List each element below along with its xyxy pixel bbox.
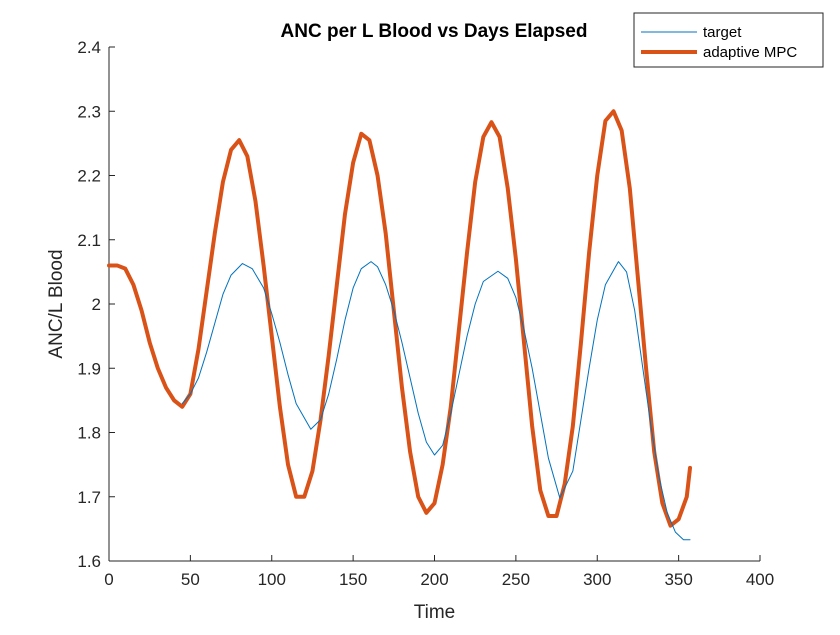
y-axis-label: ANC/L Blood (46, 249, 67, 358)
chart-title: ANC per L Blood vs Days Elapsed (281, 21, 588, 42)
x-tick-label: 100 (258, 570, 286, 589)
x-tick-label: 200 (420, 570, 448, 589)
x-tick-label: 400 (746, 570, 774, 589)
y-tick-label: 1.7 (77, 488, 101, 507)
x-axis-label: Time (414, 602, 456, 623)
legend: target adaptive MPC (633, 12, 824, 68)
x-tick-label: 50 (181, 570, 200, 589)
y-tick-label: 2.3 (77, 102, 101, 121)
x-tick-label: 250 (502, 570, 530, 589)
x-tick-label: 350 (664, 570, 692, 589)
y-tick-label: 2.1 (77, 231, 101, 250)
y-ticks: 1.6 1.7 1.8 1.9 2 2.1 2.2 2.3 2.4 (77, 38, 115, 571)
series-line-adaptive-mpc (107, 109, 693, 528)
y-tick-label: 1.8 (77, 424, 101, 443)
y-tick-label: 2.4 (77, 38, 101, 57)
x-tick-label: 300 (583, 570, 611, 589)
x-tick-label: 150 (339, 570, 367, 589)
y-tick-label: 2 (92, 295, 101, 314)
legend-label-adaptive-mpc: adaptive MPC (703, 44, 797, 61)
x-tick-label: 0 (104, 570, 113, 589)
y-tick-label: 1.6 (77, 552, 101, 571)
legend-label-target: target (703, 24, 742, 41)
y-tick-label: 1.9 (77, 359, 101, 378)
series-layer (107, 109, 693, 541)
y-tick-label: 2.2 (77, 167, 101, 186)
legend-box (633, 12, 824, 68)
series-line-target (181, 261, 691, 541)
x-ticks: 0 50 100 150 200 250 300 350 400 (104, 555, 774, 589)
